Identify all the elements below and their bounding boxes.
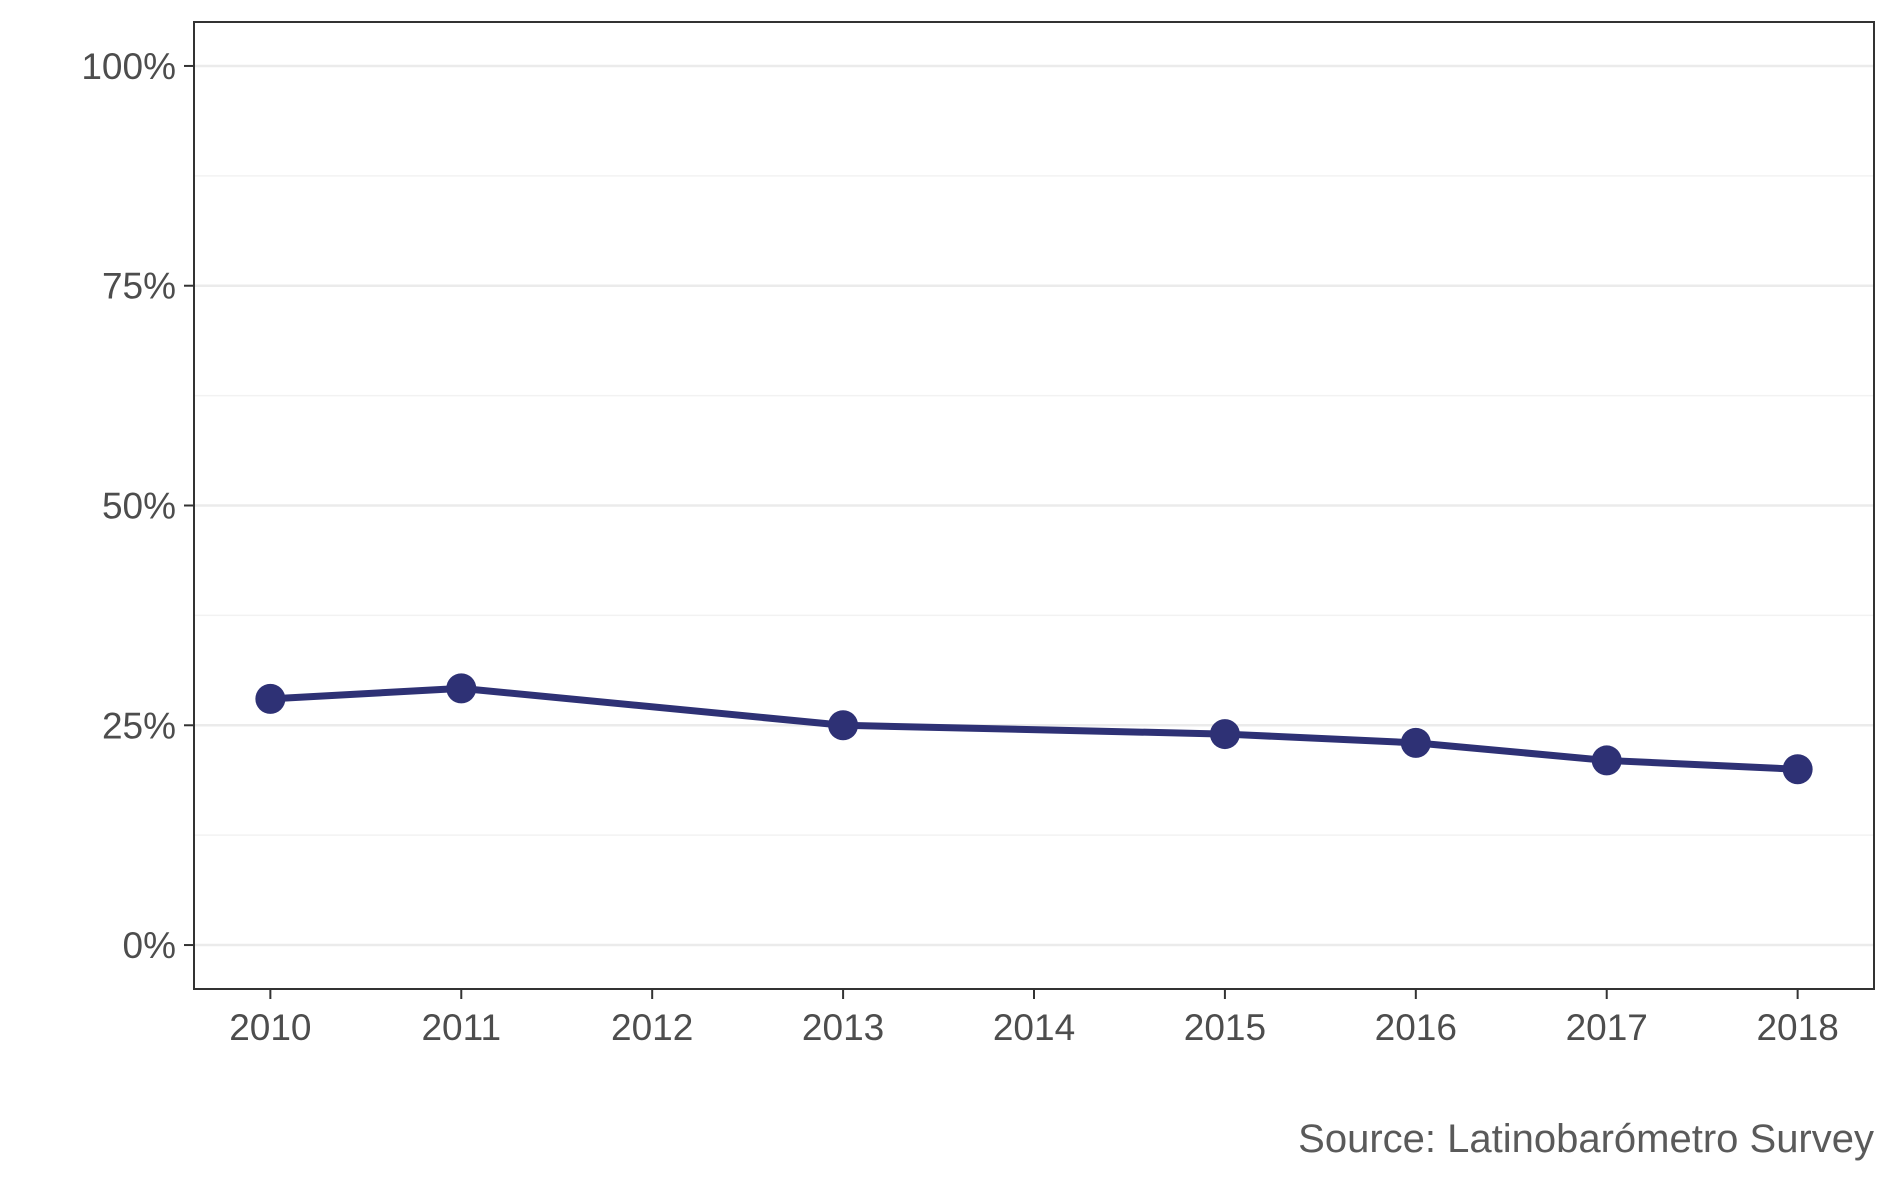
x-tick-label: 2013	[802, 1007, 884, 1048]
x-tick-label: 2014	[993, 1007, 1075, 1048]
x-tick-label: 2016	[1375, 1007, 1457, 1048]
x-tick-label: 2012	[611, 1007, 693, 1048]
data-point	[828, 710, 859, 741]
x-tick-label: 2015	[1184, 1007, 1266, 1048]
y-tick-label: 75%	[102, 266, 176, 307]
data-point	[1209, 719, 1240, 750]
series-line	[266, 684, 1802, 773]
grid-minor-lines	[194, 175, 1874, 836]
x-tick-label: 2011	[421, 1007, 501, 1048]
y-axis: 0% 25% 50% 75% 100%	[81, 46, 194, 966]
x-tick-label: 2010	[229, 1007, 311, 1048]
chart-caption: Source: Latinobarómetro Survey	[1298, 1117, 1874, 1161]
x-tick-label: 2017	[1566, 1007, 1648, 1048]
data-point	[1591, 745, 1622, 776]
data-point	[1782, 754, 1813, 785]
y-tick-label: 25%	[102, 705, 176, 746]
series-layer	[255, 673, 1813, 785]
data-point	[446, 673, 477, 704]
y-tick-label: 50%	[102, 486, 176, 527]
grid-major-lines	[194, 64, 1874, 947]
y-tick-label: 0%	[123, 925, 176, 966]
x-tick-label: 2018	[1756, 1007, 1838, 1048]
y-tick-label: 100%	[81, 46, 176, 87]
data-point	[1400, 727, 1431, 758]
x-axis: 2010 2011 2012 2013 2014 2015 2016 2017 2018	[229, 989, 1839, 1048]
data-point	[255, 683, 286, 714]
